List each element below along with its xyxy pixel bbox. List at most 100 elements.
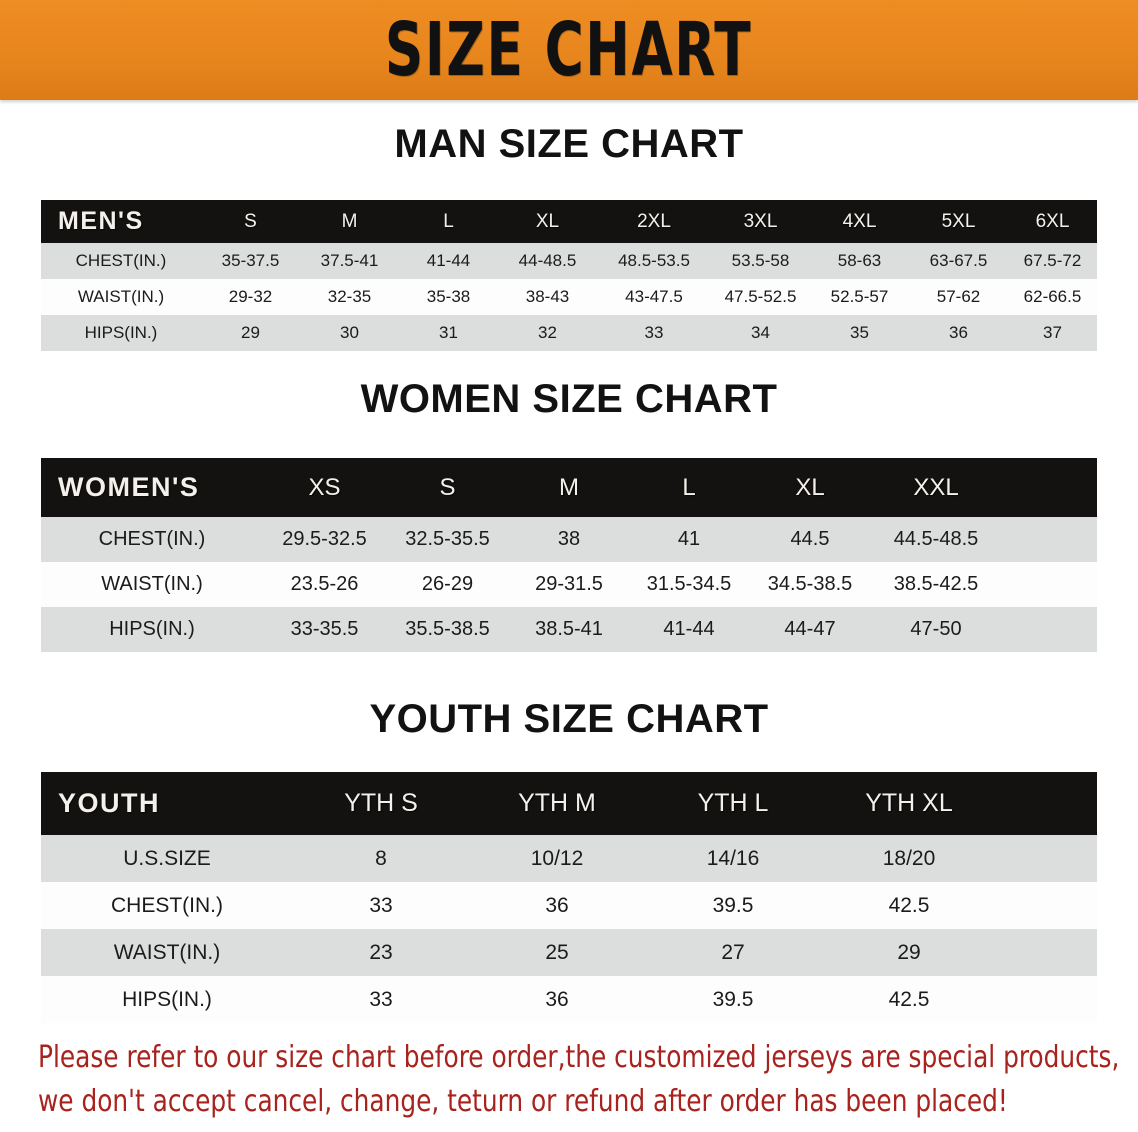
cell-value: 38-43 (525, 287, 570, 306)
row-label: WAIST(IN.) (77, 287, 165, 306)
section-title-women: WOMEN SIZE CHART (360, 377, 778, 421)
page-title: SIZE CHART (385, 7, 753, 93)
column-header-women-0: XS (308, 473, 341, 501)
column-header-women-3: L (682, 473, 696, 501)
row-label-header-women: WOMEN'S (58, 472, 200, 502)
cell-value: 29 (241, 323, 260, 342)
men-size-table: MEN'S S M L XL 2XL 3XL 4XL 5XL 6XL CHEST(IN.) 35-3… (41, 200, 1097, 351)
column-header-women-1: S (439, 473, 456, 501)
cell-value: 36 (545, 987, 569, 1011)
cell-value: 33 (369, 893, 393, 917)
column-header-man-1: M (341, 210, 358, 232)
table-row: WAIST(IN.) 23 25 27 29 (41, 929, 1097, 976)
cell-value: 37.5-41 (320, 251, 379, 270)
cell-value: 62-66.5 (1023, 287, 1082, 306)
section-title-youth: YOUTH SIZE CHART (369, 697, 769, 741)
row-filler (1001, 607, 1097, 652)
column-header-man-3: XL (535, 210, 560, 232)
row-filler (997, 882, 1097, 929)
cell-value: 52.5-57 (830, 287, 889, 306)
cell-value: 33 (369, 987, 393, 1011)
column-header-man-2: L (443, 210, 454, 232)
table-row: WAIST(IN.) 29-32 32-35 35-38 38-43 43-47.5 47.… (41, 279, 1097, 315)
column-header-man-4: 2XL (637, 210, 671, 232)
cell-value: 35.5-38.5 (405, 618, 490, 640)
cell-value: 14/16 (706, 846, 760, 870)
table-header-row: YOUTH YTH S YTH M YTH L YTH XL (41, 772, 1097, 835)
cell-value: 43-47.5 (625, 287, 683, 306)
cell-value: 47-50 (910, 618, 962, 640)
cell-value: 44-47 (784, 618, 836, 640)
cell-value: 29.5-32.5 (282, 528, 367, 550)
row-filler (997, 976, 1097, 1023)
column-header-youth-2: YTH L (697, 789, 769, 817)
row-filler (1001, 562, 1097, 607)
column-header-women-2: M (559, 473, 579, 501)
cell-value: 23.5-26 (290, 573, 359, 595)
disclaimer-line-2: we don't accept cancel, change, teturn o… (38, 1084, 1008, 1119)
disclaimer-line-1: Please refer to our size chart before or… (38, 1040, 1120, 1075)
section-title-man: MAN SIZE CHART (394, 122, 744, 166)
cell-value: 39.5 (712, 987, 754, 1011)
table-row: U.S.SIZE 8 10/12 14/16 18/20 (41, 835, 1097, 882)
table-row: HIPS(IN.) 33-35.5 35.5-38.5 38.5-41 41-44 44-… (41, 607, 1097, 652)
row-filler (997, 835, 1097, 882)
row-label: U.S.SIZE (123, 846, 211, 870)
column-header-man-5: 3XL (743, 210, 778, 232)
cell-value: 32.5-35.5 (405, 528, 490, 550)
column-header-youth-3: YTH XL (865, 789, 953, 817)
cell-value: 38.5-41 (535, 618, 603, 640)
cell-value: 53.5-58 (731, 251, 790, 270)
cell-value: 29 (897, 940, 921, 964)
cell-value: 23 (369, 940, 393, 964)
cell-value: 47.5-52.5 (724, 287, 797, 306)
cell-value: 8 (375, 846, 387, 870)
cell-value: 58-63 (837, 251, 882, 270)
cell-value: 44.5 (790, 528, 830, 550)
row-label: CHEST(IN.) (75, 251, 167, 270)
cell-value: 41-44 (663, 618, 715, 640)
row-label: WAIST(IN.) (101, 573, 203, 595)
cell-value: 10/12 (530, 846, 584, 870)
row-label-header-man: MEN'S (58, 207, 144, 235)
table-row: CHEST(IN.) 35-37.5 37.5-41 41-44 44-48.5 48.5… (41, 243, 1097, 279)
row-label: HIPS(IN.) (122, 987, 212, 1011)
row-label: CHEST(IN.) (111, 893, 223, 917)
cell-value: 57-62 (936, 287, 981, 306)
cell-value: 44-48.5 (518, 251, 577, 270)
cell-value: 36 (545, 893, 569, 917)
cell-value: 35 (850, 323, 869, 342)
column-header-youth-0: YTH S (344, 789, 418, 817)
column-header-youth-1: YTH M (518, 789, 596, 817)
cell-value: 31 (439, 323, 458, 342)
column-header-women-5: XXL (913, 473, 959, 501)
table-row: CHEST(IN.) 33 36 39.5 42.5 (41, 882, 1097, 929)
cell-value: 38.5-42.5 (893, 573, 979, 595)
cell-value: 41-44 (426, 251, 471, 270)
cell-value: 27 (721, 940, 745, 964)
cell-value: 67.5-72 (1023, 251, 1082, 270)
cell-value: 36 (949, 323, 968, 342)
cell-value: 33 (644, 323, 664, 342)
cell-value: 42.5 (888, 893, 930, 917)
table-header-row: WOMEN'S XS S M L XL XXL (41, 458, 1097, 517)
cell-value: 30 (340, 323, 359, 342)
row-filler (997, 929, 1097, 976)
page-header-banner: SIZE CHART (0, 0, 1138, 100)
column-header-man-0: S (244, 210, 257, 232)
cell-value: 37 (1043, 323, 1062, 342)
cell-value: 42.5 (888, 987, 930, 1011)
cell-value: 38 (557, 528, 581, 550)
disclaimer-text: Please refer to our size chart before or… (38, 1036, 1120, 1124)
cell-value: 63-67.5 (929, 251, 988, 270)
table-row: CHEST(IN.) 29.5-32.5 32.5-35.5 38 41 44.5 44.5… (41, 517, 1097, 562)
cell-value: 41 (677, 528, 701, 550)
table-row: WAIST(IN.) 23.5-26 26-29 29-31.5 31.5-34.5 34… (41, 562, 1097, 607)
cell-value: 44.5-48.5 (893, 528, 979, 550)
column-header-women-4: XL (795, 473, 825, 501)
column-header-man-7: 5XL (941, 210, 976, 232)
row-label: CHEST(IN.) (98, 528, 206, 550)
women-size-table: WOMEN'S XS S M L XL XXL CHEST(IN.) 29.5-32.5 32.… (41, 458, 1097, 652)
row-label: WAIST(IN.) (113, 940, 221, 964)
cell-value: 26-29 (421, 573, 474, 595)
